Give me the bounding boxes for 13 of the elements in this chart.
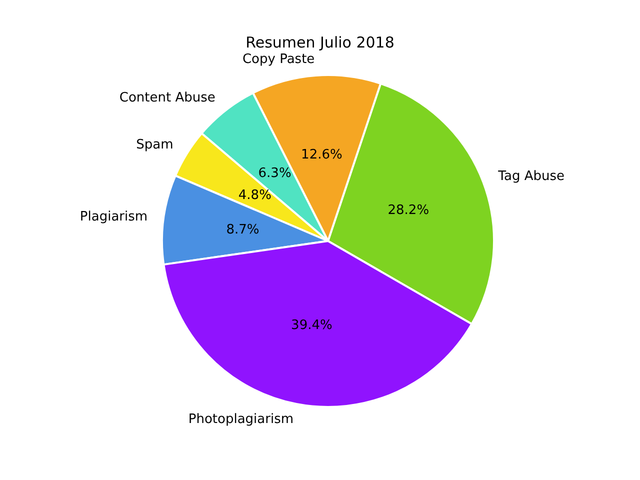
slice-label: Tag Abuse	[497, 168, 564, 184]
data-label: 4.8%	[238, 188, 272, 204]
slice-label: Photoplagiarism	[188, 412, 294, 428]
data-label: 12.6%	[301, 148, 342, 163]
slice-label: Plagiarism	[80, 210, 148, 225]
data-label: 28.2%	[388, 203, 430, 218]
data-label: 8.7%	[226, 222, 260, 238]
slice-label: Copy Paste	[242, 52, 315, 67]
data-label: 6.3%	[258, 166, 292, 181]
slice-label: Spam	[136, 138, 174, 153]
data-label: 39.4%	[291, 318, 332, 333]
slice-label: Content Abuse	[119, 90, 216, 106]
chart-title: Resumen Julio 2018	[246, 34, 394, 52]
